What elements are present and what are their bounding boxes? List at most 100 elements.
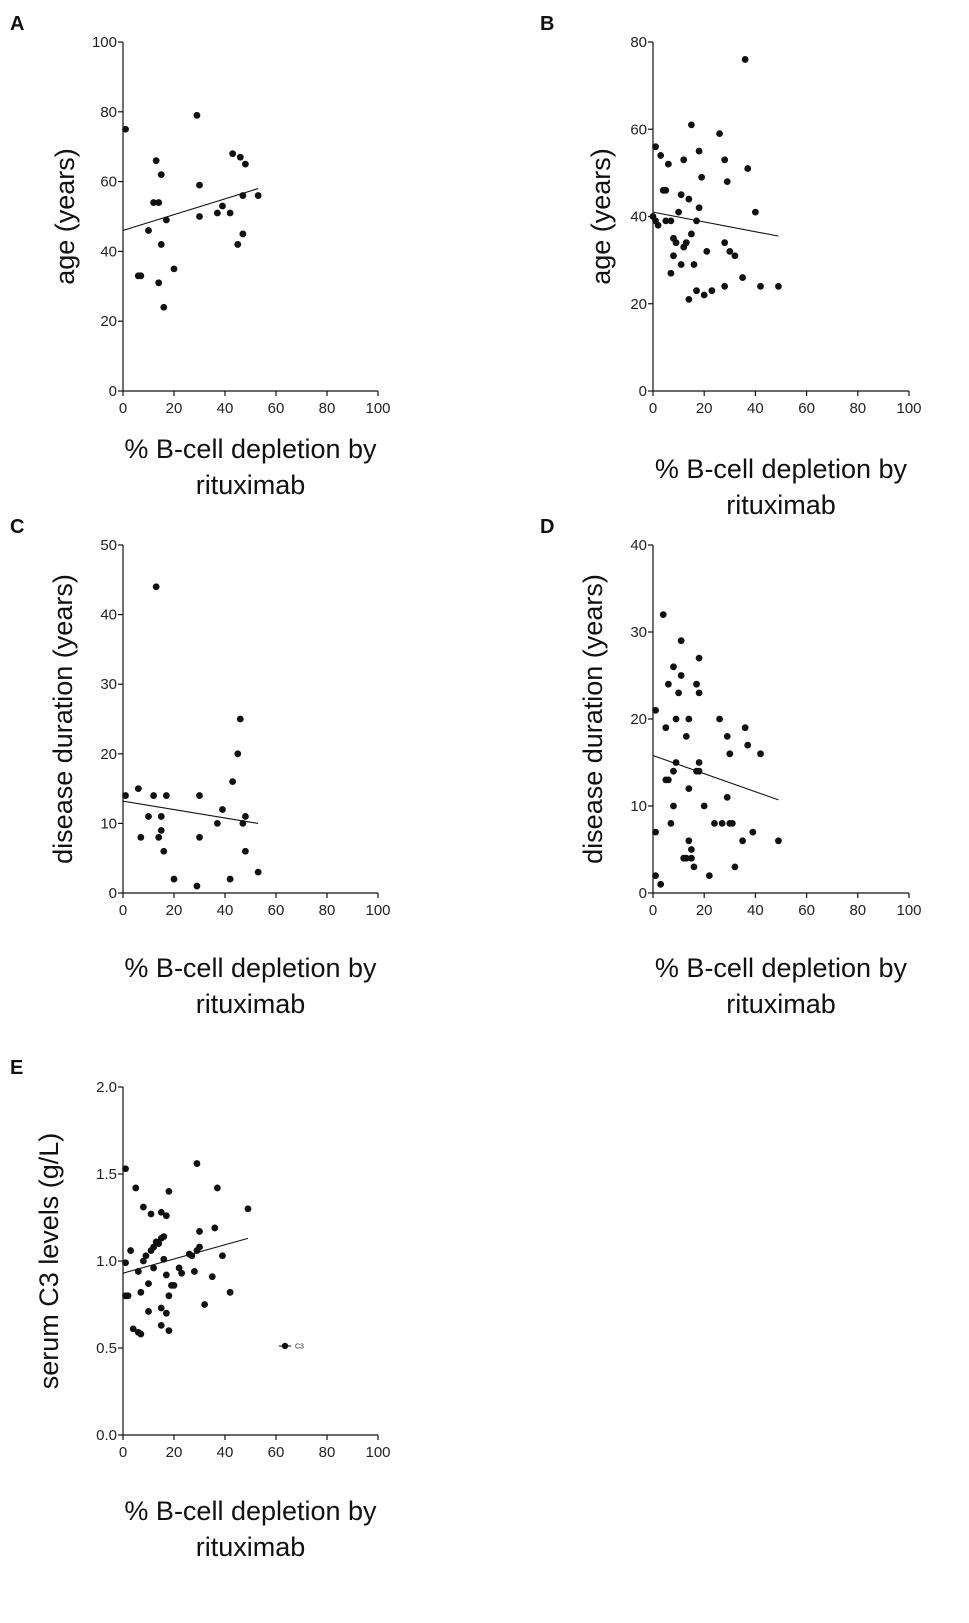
data-point xyxy=(155,279,163,287)
panel-letter: A xyxy=(10,13,24,35)
data-point xyxy=(757,282,764,290)
data-point xyxy=(652,828,659,836)
data-point xyxy=(693,680,700,688)
data-point xyxy=(201,1301,209,1308)
data-point xyxy=(150,1243,158,1251)
data-point xyxy=(239,230,247,238)
regression-line xyxy=(652,755,779,801)
x-axis-label-line: % B-cell depletion by xyxy=(124,1496,377,1526)
data-point xyxy=(662,186,670,194)
y-tick-label: 2.0 xyxy=(96,1079,117,1096)
x-tick-label: 0 xyxy=(119,1444,127,1461)
x-tick-label: 100 xyxy=(365,902,390,919)
data-point xyxy=(711,820,718,827)
y-axis-label: age (years) xyxy=(50,148,80,285)
data-point xyxy=(726,248,734,255)
y-tick-label: 100 xyxy=(92,34,117,51)
data-point xyxy=(239,820,247,827)
data-point xyxy=(196,213,203,220)
data-point xyxy=(152,157,160,165)
x-tick-label: 40 xyxy=(747,400,764,417)
data-point xyxy=(196,1228,203,1235)
data-point xyxy=(157,171,165,179)
data-point xyxy=(682,733,690,740)
data-point xyxy=(723,793,731,801)
panel-letter: C xyxy=(10,516,24,538)
x-axis-label-line: % B-cell depletion by xyxy=(124,434,377,464)
data-point xyxy=(124,1292,132,1300)
data-point xyxy=(672,239,680,247)
data-point xyxy=(703,248,711,255)
data-point xyxy=(693,217,700,225)
data-point xyxy=(157,241,165,248)
data-point xyxy=(122,1259,129,1267)
data-point xyxy=(705,872,713,879)
y-axis-label: serum C3 levels (g/L) xyxy=(34,1133,64,1390)
data-point xyxy=(157,1208,165,1216)
data-point xyxy=(162,1271,170,1279)
y-tick-label: 0.5 xyxy=(96,1340,117,1357)
data-point xyxy=(213,209,221,217)
data-point xyxy=(680,156,688,164)
x-tick-label: 100 xyxy=(896,400,921,417)
data-point xyxy=(226,1288,234,1296)
data-point xyxy=(132,1184,140,1192)
data-point xyxy=(145,813,152,820)
legend-label: C3 xyxy=(295,1344,304,1351)
regression-line xyxy=(652,211,779,237)
data-point xyxy=(242,847,249,855)
data-point xyxy=(716,130,723,138)
x-axis-label-line: rituximab xyxy=(196,989,306,1019)
data-point xyxy=(670,802,677,810)
data-point xyxy=(140,1203,147,1211)
x-tick-label: 80 xyxy=(849,902,866,919)
data-point xyxy=(695,759,703,766)
data-point xyxy=(685,785,693,792)
data-point xyxy=(145,1308,152,1315)
x-tick-label: 0 xyxy=(119,902,127,919)
data-point xyxy=(160,1255,168,1263)
y-tick-label: 50 xyxy=(100,537,117,554)
regression-line xyxy=(122,188,259,231)
data-point xyxy=(670,663,677,671)
data-point xyxy=(716,715,723,723)
data-point xyxy=(137,272,145,280)
data-point xyxy=(670,767,677,775)
data-point xyxy=(170,1281,178,1289)
y-tick-label: 1.0 xyxy=(96,1253,117,1270)
y-axis-label: disease duration (years) xyxy=(48,574,78,864)
data-point xyxy=(134,1268,142,1275)
data-point xyxy=(677,261,685,268)
x-tick-label: 40 xyxy=(747,902,764,919)
data-point xyxy=(700,802,708,810)
data-point xyxy=(242,160,249,168)
y-tick-label: 20 xyxy=(630,711,647,728)
data-point xyxy=(667,217,675,225)
data-point xyxy=(242,813,249,820)
data-point xyxy=(244,1205,252,1213)
data-point xyxy=(677,637,685,645)
y-tick-label: 60 xyxy=(630,121,647,138)
panel-letter: D xyxy=(540,516,554,538)
data-point xyxy=(690,261,698,268)
y-tick-label: 40 xyxy=(100,607,117,624)
data-point xyxy=(657,152,665,159)
data-point xyxy=(685,715,693,723)
x-tick-label: 20 xyxy=(696,400,713,417)
y-axis-label: age (years) xyxy=(586,148,616,285)
data-point xyxy=(208,1273,216,1281)
data-point xyxy=(721,156,729,164)
data-point xyxy=(749,828,757,836)
data-point xyxy=(690,863,698,871)
data-point xyxy=(695,147,703,155)
legend: C3 xyxy=(279,1342,304,1351)
data-point xyxy=(157,1304,165,1312)
data-point xyxy=(685,295,693,303)
data-point xyxy=(688,846,695,853)
data-point xyxy=(234,241,242,248)
data-point xyxy=(137,1288,145,1296)
data-point xyxy=(659,611,667,618)
data-point xyxy=(739,837,746,845)
y-tick-label: 40 xyxy=(630,537,647,554)
data-point xyxy=(150,1264,158,1272)
